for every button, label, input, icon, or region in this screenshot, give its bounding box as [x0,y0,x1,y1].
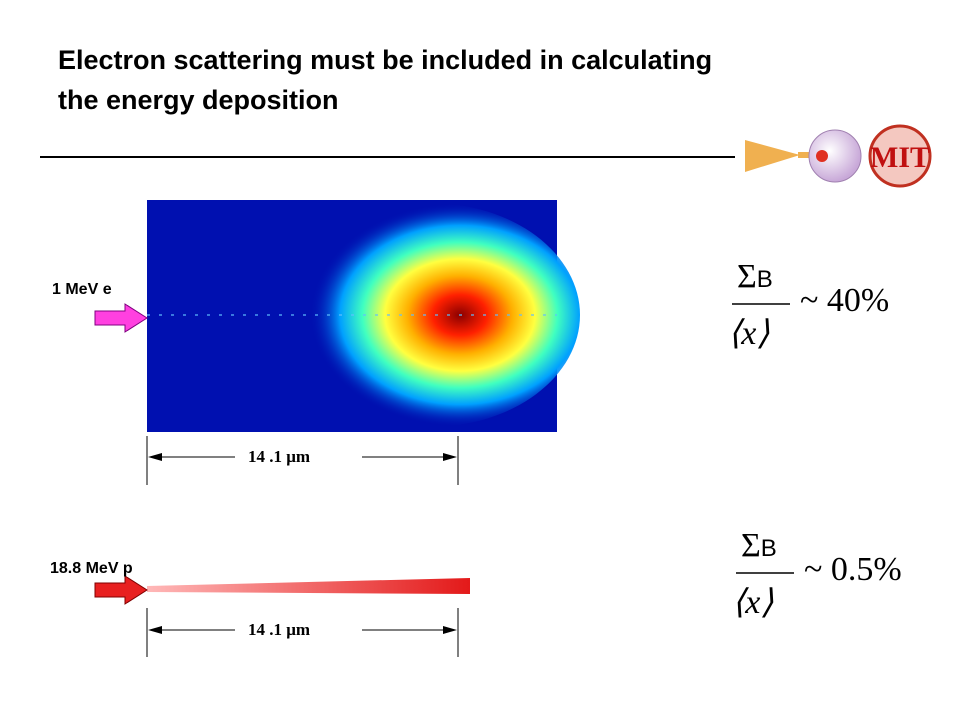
arrow-head [148,453,162,461]
proton-beam [147,578,470,594]
logo-cone [798,152,818,158]
logo-cone [745,140,800,172]
arrow-head [443,453,457,461]
proton-arrow [94,575,148,605]
scale-label: 14 .1 μm [248,620,311,639]
numerator: ΣB [741,527,777,565]
sigma: Σ [737,258,757,295]
sigma: Σ [741,527,761,564]
electron-arrow [94,303,148,333]
title-line: the energy deposition [58,85,339,115]
ratio: ~ 40% [800,282,890,319]
subscript: B [760,535,777,562]
numerator: ΣB [737,258,773,296]
logo-sphere [808,129,862,183]
ratio: ~ 0.5% [804,551,902,588]
particle-label: 18.8 MeV p [50,560,133,577]
logo-seal [868,124,932,188]
title-line: Electron scattering must be included in … [58,45,713,75]
denominator: ⟨x⟩ [732,584,774,621]
particle-label: 1 MeV e [52,281,112,298]
subscript: B [756,266,773,293]
logo-spark [816,150,828,162]
denominator: ⟨x⟩ [728,315,770,352]
slide-title: Electron scattering must be included in … [58,40,712,120]
scale-label: 14 .1 μm [248,447,311,466]
logo-text: MIT [870,141,930,174]
arrow-head [148,626,162,634]
heatmap-blob [280,203,580,427]
arrow-head [443,626,457,634]
